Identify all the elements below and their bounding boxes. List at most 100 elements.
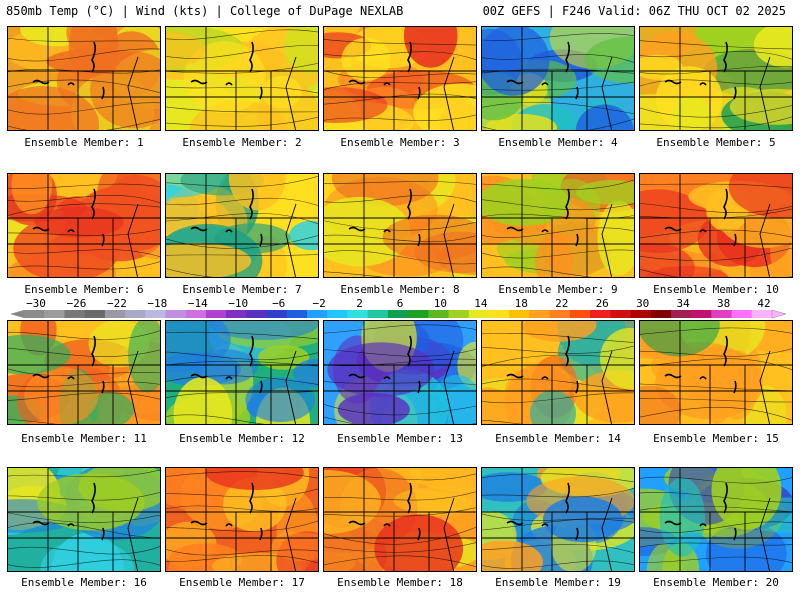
ensemble-member-map-4 [481, 26, 635, 131]
colorbar-swatch [104, 310, 126, 318]
ensemble-member-map-18 [323, 467, 477, 572]
temperature-field [8, 468, 160, 571]
arrow-left-icon [10, 310, 24, 318]
colorbar-swatch [327, 310, 348, 318]
ensemble-member-map-6 [7, 173, 161, 278]
ensemble-member-label: Ensemble Member: 18 [337, 576, 463, 589]
temperature-field [8, 174, 160, 277]
colorbar-swatch [44, 310, 65, 318]
colorbar-swatch [125, 310, 146, 318]
ensemble-member-map-10 [639, 173, 793, 278]
ensemble-member-label: Ensemble Member: 20 [653, 576, 779, 589]
ensemble-member-label: Ensemble Member: 9 [498, 283, 618, 296]
temperature-field [324, 321, 476, 424]
colorbar-tick-label: 22 [555, 297, 569, 310]
header-title: 850mb Temp (°C) | Wind (kts) | College o… [6, 4, 404, 18]
ensemble-member-map-16 [7, 467, 161, 572]
ensemble-member-label: Ensemble Member: 19 [495, 576, 621, 589]
colorbar-swatch [408, 310, 429, 318]
colorbar-swatch [205, 310, 227, 318]
colorbar-swatch [569, 310, 591, 318]
temperature-field [324, 174, 476, 277]
colorbar-tick-label: 10 [433, 297, 448, 310]
colorbar-tick-label: 34 [676, 297, 690, 310]
ensemble-member-map-19 [481, 467, 635, 572]
colorbar-tick-label: −26 [66, 297, 87, 310]
colorbar-swatch [286, 310, 308, 318]
temperature-field [640, 468, 792, 571]
colorbar-swatch [509, 310, 530, 318]
colorbar-swatch [367, 310, 389, 318]
colorbar-tick-label: −22 [106, 297, 127, 310]
ensemble-member-map-17 [165, 467, 319, 572]
colorbar-tick-label: 2 [356, 297, 363, 310]
colorbar-swatch [529, 310, 551, 318]
ensemble-member-label: Ensemble Member: 10 [653, 283, 779, 296]
colorbar-tick-label: 18 [514, 297, 528, 310]
temperature-field [8, 321, 160, 424]
colorbar-swatch [590, 310, 611, 318]
temperature-field [482, 468, 634, 571]
colorbar-tick-label: 14 [474, 297, 488, 310]
temperature-field [166, 27, 318, 130]
ensemble-member-label: Ensemble Member: 4 [498, 136, 618, 149]
colorbar-swatch [731, 310, 753, 318]
ensemble-member-label: Ensemble Member: 5 [656, 136, 776, 149]
header-run-info: 00Z GEFS | F246 Valid: 06Z THU OCT 02 20… [482, 4, 786, 18]
colorbar-tick-labels: −30 −26 −22 −18 −14 −10 −6 −2 2 6 10 14 18 22 26 30 34 38… [0, 297, 800, 310]
temperature-field [166, 468, 318, 571]
colorbar-swatch [610, 310, 631, 318]
ensemble-member-label: Ensemble Member: 17 [179, 576, 305, 589]
colorbar-swatch [347, 310, 369, 318]
ensemble-member-map-1 [7, 26, 161, 131]
ensemble-member-map-7 [165, 173, 319, 278]
colorbar-swatch [711, 310, 732, 318]
temperature-field [166, 174, 318, 277]
ensemble-member-label: Ensemble Member: 6 [24, 283, 144, 296]
ensemble-member-label: Ensemble Member: 12 [179, 432, 305, 445]
colorbar-tick-label: 6 [396, 297, 404, 310]
ensemble-member-label: Ensemble Member: 1 [24, 136, 144, 149]
temperature-field [640, 174, 792, 277]
ensemble-member-label: Ensemble Member: 11 [21, 432, 147, 445]
colorbar-tick-label: −18 [147, 297, 168, 310]
ensemble-member-label: Ensemble Member: 7 [182, 283, 302, 296]
ensemble-member-label: Ensemble Member: 14 [495, 432, 621, 445]
ensemble-member-label: Ensemble Member: 2 [182, 136, 302, 149]
colorbar-tick-label: 30 [636, 297, 650, 310]
ensemble-member-map-8 [323, 173, 477, 278]
colorbar-swatch [226, 310, 247, 318]
colorbar-swatch [751, 310, 773, 318]
colorbar-swatch [165, 310, 187, 318]
ensemble-member-map-9 [481, 173, 635, 278]
ensemble-member-map-12 [165, 320, 319, 425]
colorbar-swatch [84, 310, 106, 318]
colorbar-swatch [488, 310, 510, 318]
colorbar-tick-label: −10 [228, 297, 249, 310]
colorbar-swatch [185, 310, 207, 318]
temperature-field [324, 27, 476, 130]
colorbar-swatch [691, 310, 712, 318]
colorbar-tick-label: −30 [26, 297, 46, 310]
arrow-right-icon [771, 309, 786, 319]
ensemble-member-label: Ensemble Member: 16 [21, 576, 147, 589]
ensemble-member-map-14 [481, 320, 635, 425]
temperature-field [482, 174, 634, 277]
colorbar-swatch [24, 310, 45, 318]
ensemble-member-map-2 [165, 26, 319, 131]
temperature-field [482, 321, 634, 424]
colorbar-swatch [266, 310, 288, 318]
colorbar-tick-label: 26 [595, 297, 609, 310]
colorbar-swatch [428, 310, 449, 318]
ensemble-member-map-3 [323, 26, 477, 131]
ensemble-member-map-13 [323, 320, 477, 425]
temperature-colorbar [10, 309, 786, 319]
temperature-field [482, 27, 634, 130]
temperature-field [166, 321, 318, 424]
colorbar-swatch [387, 310, 409, 318]
colorbar-tick-label: 42 [757, 297, 771, 310]
colorbar-swatch [246, 310, 267, 318]
colorbar-swatch [64, 310, 86, 318]
temperature-field [8, 27, 160, 130]
colorbar-tick-label: 38 [716, 297, 731, 310]
